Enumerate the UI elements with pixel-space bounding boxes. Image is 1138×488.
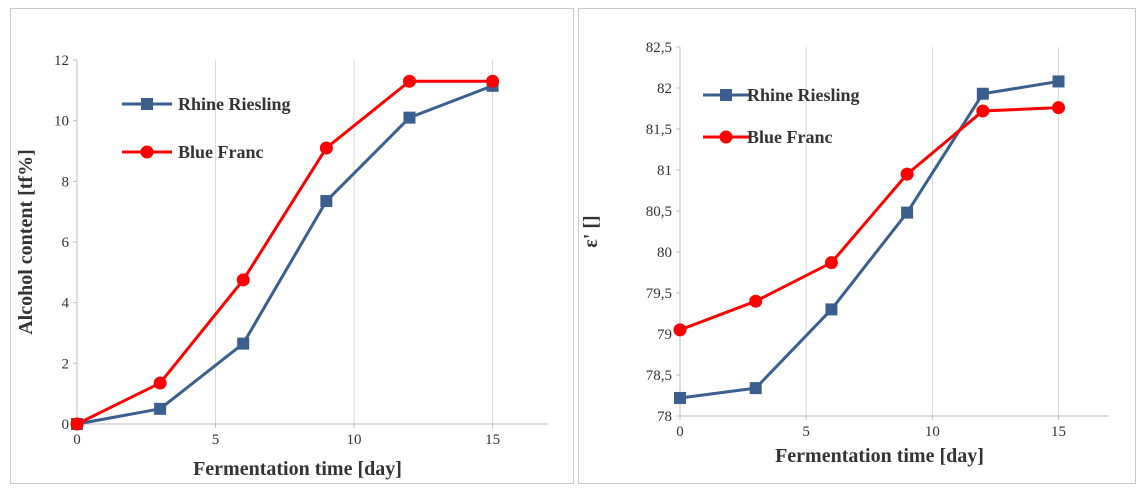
x-tick-label-15: 15 <box>1051 424 1066 440</box>
point-blue-franc-2 <box>824 256 838 270</box>
point-blue-franc-5 <box>1052 101 1066 115</box>
y-tick-label-79: 79 <box>657 327 672 343</box>
x-tick-label-0: 0 <box>676 424 684 440</box>
point-blue-franc-4 <box>402 74 416 88</box>
legend-marker-blue-franc <box>719 130 733 144</box>
y-tick-label-81: 81 <box>657 163 672 179</box>
y-tick-label-80: 80 <box>657 245 672 261</box>
left-panel-frame <box>10 8 574 484</box>
point-blue-franc-0 <box>673 323 687 337</box>
x-tick-label-15: 15 <box>485 432 500 448</box>
legend-label-rhine-riesling: Rhine Riesling <box>747 85 860 105</box>
legend-marker-rhine-riesling <box>720 89 732 101</box>
y-tick-label-8: 8 <box>62 174 70 190</box>
point-blue-franc-3 <box>319 141 333 155</box>
point-rhine-riesling-4 <box>403 111 416 124</box>
point-rhine-riesling-2 <box>825 303 838 316</box>
y-tick-label-78: 78 <box>657 409 672 425</box>
x-tick-label-10: 10 <box>347 432 362 448</box>
y-tick-label-10: 10 <box>54 114 69 130</box>
point-rhine-riesling-1 <box>749 382 762 395</box>
point-blue-franc-4 <box>976 104 990 118</box>
y-axis-title: Alcohol content [tf%] <box>15 149 37 335</box>
y-tick-label-78-5: 78,5 <box>646 368 672 384</box>
point-blue-franc-1 <box>153 376 167 390</box>
series-line-rhine-riesling <box>679 79 1059 400</box>
legend-marker-blue-franc <box>140 145 154 159</box>
x-tick-label-5: 5 <box>802 424 810 440</box>
legend-marker-rhine-riesling <box>141 98 153 110</box>
x-axis-title: Fermentation time [day] <box>193 458 402 480</box>
chart-panel-alcohol: 0 2 4 6 8 10 12 0 5 10 15 Fermentation time [day] Al… <box>0 0 573 483</box>
point-blue-franc-2 <box>236 273 250 287</box>
series-line-blue-franc <box>76 79 493 426</box>
point-rhine-riesling-3 <box>901 206 914 219</box>
series-line-blue-franc <box>679 106 1059 332</box>
y-tick-label-4: 4 <box>62 296 70 312</box>
x-tick-label-0: 0 <box>73 432 81 448</box>
y-tick-label-6: 6 <box>62 235 70 251</box>
point-blue-franc-0 <box>70 417 84 431</box>
legend-label-blue-franc: Blue Franc <box>747 127 833 147</box>
point-rhine-riesling-5 <box>1052 75 1065 88</box>
y-tick-label-80-5: 80,5 <box>646 204 672 220</box>
chart-panel-permittivity: 78 78,5 79 79,5 80 80,5 81 81,5 82 82,5 0 5 10 15 Ferm… <box>573 0 1138 483</box>
point-rhine-riesling-0 <box>674 391 686 404</box>
right-panel-frame <box>578 8 1136 484</box>
point-rhine-riesling-3 <box>320 195 333 208</box>
legend-label-rhine-riesling: Rhine Riesling <box>178 94 291 114</box>
x-tick-label-10: 10 <box>925 424 940 440</box>
y-tick-label-79-5: 79,5 <box>646 286 672 302</box>
y-axis-title: ε' [] <box>580 215 602 247</box>
y-tick-label-82-5: 82,5 <box>646 40 672 56</box>
legend-label-blue-franc: Blue Franc <box>178 142 264 162</box>
point-blue-franc-1 <box>749 294 763 308</box>
point-rhine-riesling-4 <box>976 87 989 100</box>
point-blue-franc-5 <box>486 74 500 88</box>
permittivity-chart: 78 78,5 79 79,5 80 80,5 81 81,5 82 82,5 0 5 10 15 Ferm… <box>580 40 1109 467</box>
point-rhine-riesling-1 <box>154 402 167 415</box>
y-tick-label-2: 2 <box>62 356 70 372</box>
y-tick-label-82: 82 <box>657 81 672 97</box>
y-tick-label-12: 12 <box>54 53 69 69</box>
series-line-rhine-riesling <box>76 84 494 426</box>
x-axis-title: Fermentation time [day] <box>775 445 984 467</box>
y-tick-label-81-5: 81,5 <box>646 122 672 138</box>
point-rhine-riesling-2 <box>237 337 250 350</box>
x-tick-label-5: 5 <box>212 432 220 448</box>
point-blue-franc-3 <box>900 167 914 181</box>
y-tick-label-0: 0 <box>62 417 70 433</box>
alcohol-content-chart: 0 2 4 6 8 10 12 0 5 10 15 Fermentation time [day] Al… <box>15 53 548 480</box>
